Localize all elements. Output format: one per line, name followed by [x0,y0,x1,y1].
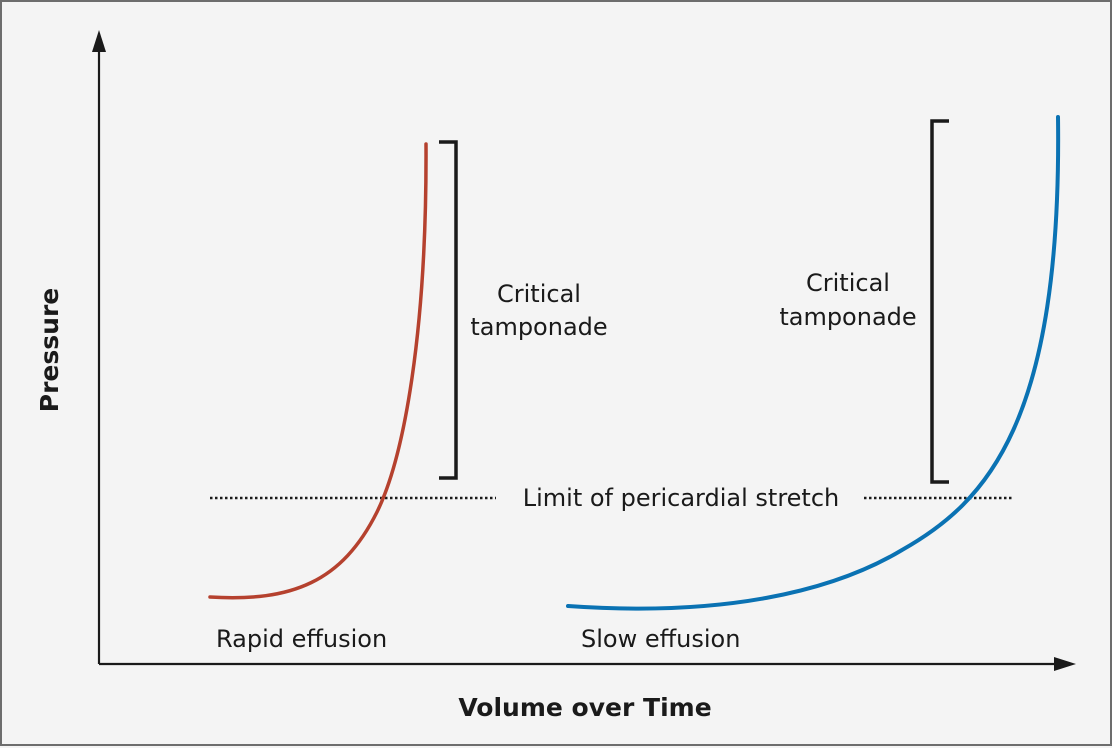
critical-tamponade-label-left-line1: Critical [497,280,581,308]
critical-tamponade-label-right-line1: Critical [806,269,890,297]
rapid-effusion-label: Rapid effusion [216,625,387,653]
x-axis-title: Volume over Time [458,693,711,722]
critical-tamponade-bracket-left [439,140,458,480]
y-axis-title: Pressure [35,288,64,412]
critical-tamponade-label-right-line2: tamponade [779,303,916,331]
critical-tamponade-bracket-right [930,119,949,484]
rapid-effusion-curve [208,142,428,600]
slow-effusion-label: Slow effusion [581,625,740,653]
y-axis-arrowhead [92,30,106,52]
stretch-limit-label: Limit of pericardial stretch [523,484,840,512]
slow-effusion-curve [566,115,1061,611]
critical-tamponade-label-left-line2: tamponade [470,313,607,341]
x-axis-arrowhead [1054,657,1076,671]
